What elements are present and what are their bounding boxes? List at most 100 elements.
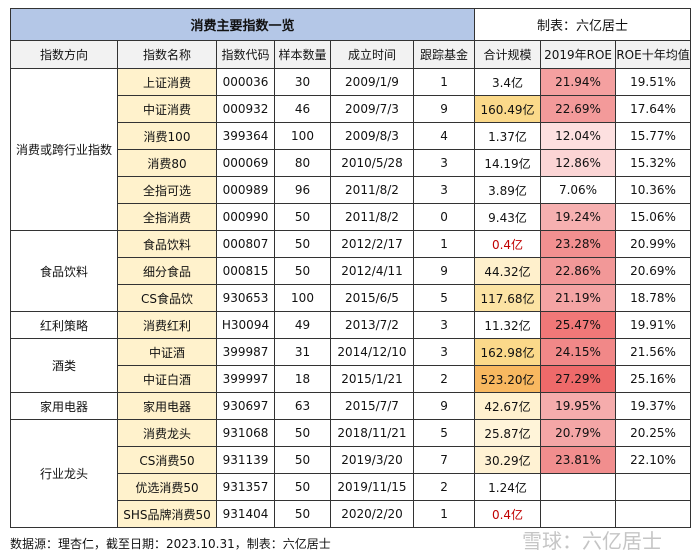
header-cell: 成立时间 [330,40,414,69]
fund-count: 4 [412,122,476,150]
header-cell: 样本数量 [274,40,331,69]
sample-count: 50 [274,473,331,501]
launch-date: 2020/2/20 [330,500,414,528]
roe-2019: 24.15% [540,338,617,366]
launch-date: 2013/7/2 [330,311,414,339]
total-scale: 160.49亿 [474,95,542,123]
total-scale: 523.20亿 [474,365,542,393]
roe-10y-avg: 10.36% [615,176,692,204]
fund-count: 9 [412,95,476,123]
total-scale: 0.4亿 [474,500,542,528]
sample-count: 18 [274,365,331,393]
data-row: 全指消费 000990 50 2011/8/2 0 9.43亿 19.24% 15.06% [11,203,692,231]
fund-count: 0 [412,203,476,231]
index-code: 399997 [216,365,275,393]
group-label: 家用电器 [10,392,118,420]
header-cell: 2019年ROE [540,40,617,69]
total-scale: 3.4亿 [474,68,542,96]
roe-2019: 21.94% [540,68,617,96]
fund-count: 5 [412,419,476,447]
roe-10y-avg: 21.56% [615,338,692,366]
sample-count: 63 [274,392,331,420]
fund-count: 9 [412,392,476,420]
launch-date: 2012/4/11 [330,257,414,285]
total-scale: 44.32亿 [474,257,542,285]
fund-count: 1 [412,500,476,528]
index-name: 上证消费 [117,68,217,96]
header-cell: 合计规模 [474,40,542,69]
total-scale: 11.32亿 [474,311,542,339]
total-scale: 9.43亿 [474,203,542,231]
sample-count: 50 [274,230,331,258]
launch-date: 2019/3/20 [330,446,414,474]
index-name: 细分食品 [117,257,217,285]
index-code: 931404 [216,500,275,528]
group-label: 酒类 [10,338,118,393]
index-name: 中证酒 [117,338,217,366]
header-cell: 指数代码 [216,40,275,69]
data-row: 中证消费 000932 46 2009/7/3 9 160.49亿 22.69% 17.64% [11,95,692,123]
roe-2019: 25.47% [540,311,617,339]
roe-10y-avg: 20.99% [615,230,692,258]
roe-10y-avg: 15.32% [615,149,692,177]
roe-10y-avg: 22.10% [615,446,692,474]
total-scale: 1.24亿 [474,473,542,501]
index-name: 消费红利 [117,311,217,339]
roe-2019: 22.69% [540,95,617,123]
launch-date: 2011/8/2 [330,203,414,231]
group-label: 消费或跨行业指数 [10,68,118,231]
fund-count: 9 [412,257,476,285]
fund-count: 3 [412,311,476,339]
launch-date: 2019/11/15 [330,473,414,501]
header-row: 指数方向 指数名称 指数代码 样本数量 成立时间 跟踪基金 合计规模 2019年ROE ROE十… [10,40,692,69]
index-code: 000815 [216,257,275,285]
header-cell: 指数方向 [10,40,118,69]
sample-count: 96 [274,176,331,204]
total-scale: 25.87亿 [474,419,542,447]
header-cell: 指数名称 [117,40,217,69]
index-table: 消费主要指数一览 制表：六亿居士 指数方向 指数名称 指数代码 样本数量 成立时间 跟踪基… [9,8,692,528]
data-row: 行业龙头 消费龙头 931068 50 2018/11/21 5 25.87亿 20.79% 2… [10,419,692,528]
index-name: 食品饮料 [117,230,217,258]
total-scale: 0.4亿 [474,230,542,258]
roe-10y-avg: 15.77% [615,122,692,150]
launch-date: 2015/6/5 [330,284,414,312]
roe-10y-avg [615,473,692,501]
sample-count: 50 [274,203,331,231]
index-name: 消费80 [117,149,217,177]
sample-count: 31 [274,338,331,366]
launch-date: 2009/1/9 [330,68,414,96]
index-code: 931357 [216,473,275,501]
index-code: 930697 [216,392,275,420]
watermark: 雪球：六亿居士 [522,529,662,553]
roe-10y-avg: 15.06% [615,203,692,231]
index-code: 399364 [216,122,275,150]
total-scale: 162.98亿 [474,338,542,366]
launch-date: 2009/7/3 [330,95,414,123]
launch-date: 2010/5/28 [330,149,414,177]
index-name: 中证消费 [117,95,217,123]
sample-count: 50 [274,446,331,474]
launch-date: 2018/11/21 [330,419,414,447]
sample-count: 50 [274,419,331,447]
index-name: 消费100 [117,122,217,150]
index-code: 000989 [216,176,275,204]
index-code: 000036 [216,68,275,96]
index-name: CS食品饮 [117,284,217,312]
index-code: 000932 [216,95,275,123]
roe-10y-avg: 18.78% [615,284,692,312]
roe-2019: 20.79% [540,419,617,447]
fund-count: 1 [412,68,476,96]
data-row: 全指可选 000989 96 2011/8/2 3 3.89亿 7.06% 10.36% [11,176,692,204]
fund-count: 7 [412,446,476,474]
fund-count: 2 [412,473,476,501]
data-row: 消费或跨行业指数 上证消费 000036 30 2009/1/9 1 3.4亿 21.94% 1… [10,68,692,231]
roe-10y-avg: 17.64% [615,95,692,123]
data-row: 酒类 中证酒 399987 31 2014/12/10 3 162.98亿 24.15% 21.… [10,338,692,393]
index-name: 中证白酒 [117,365,217,393]
fund-count: 3 [412,338,476,366]
total-scale: 30.29亿 [474,446,542,474]
roe-2019: 27.29% [540,365,617,393]
total-scale: 42.67亿 [474,392,542,420]
launch-date: 2014/12/10 [330,338,414,366]
